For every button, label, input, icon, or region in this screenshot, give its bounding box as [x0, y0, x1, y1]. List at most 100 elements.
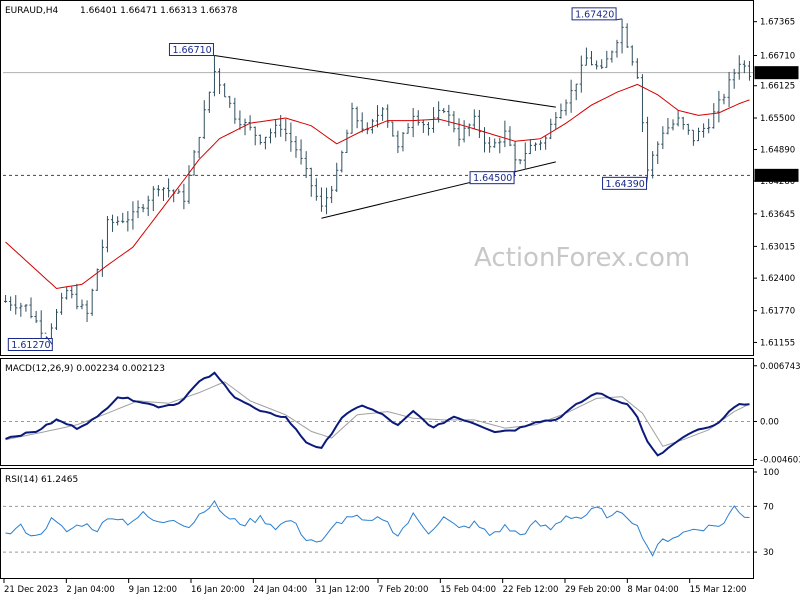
price-candle: [584, 47, 589, 66]
price-candle: [304, 151, 308, 178]
price-y-tick-label: 1.61155: [760, 338, 795, 348]
level-annotation-box: [571, 7, 617, 21]
price-candle: [640, 74, 645, 132]
price-candle: [712, 103, 716, 129]
price-y-tick-label: 1.64890: [760, 146, 795, 156]
price-candle: [518, 159, 522, 165]
price-candle: [508, 126, 512, 147]
price-candle: [442, 108, 446, 114]
x-axis-tick-label: 8 Mar 04:00: [627, 585, 678, 595]
support-level-tag-box: [754, 168, 799, 182]
price-candle: [136, 200, 140, 219]
price-y-tick-label: 1.66125: [760, 82, 795, 92]
price-candle: [243, 118, 247, 136]
price-candle: [263, 136, 268, 150]
level-annotation-leader: [615, 18, 623, 21]
price-candle: [223, 83, 227, 98]
price-candle: [105, 215, 110, 253]
price-candle: [701, 123, 706, 138]
price-candle: [487, 137, 492, 153]
price-candle: [416, 110, 420, 126]
price-candle: [528, 139, 532, 155]
price-candle: [391, 121, 395, 137]
price-candle: [85, 300, 89, 322]
price-candle: [182, 183, 186, 210]
price-candle: [156, 185, 161, 197]
price-candle: [472, 109, 476, 129]
price-candle: [615, 39, 619, 58]
level-annotation-label: 1.61270: [11, 340, 50, 351]
price-candle: [187, 165, 191, 204]
price-candle: [350, 102, 354, 134]
price-candle: [635, 58, 639, 79]
macd-title: MACD(12,26,9) 0.002234 0.002123: [5, 364, 165, 374]
rsi-y-tick-label: 70: [763, 502, 774, 512]
price-candle: [605, 50, 609, 68]
price-candle: [676, 110, 680, 127]
price-y-tick-label: 1.64280: [760, 177, 795, 187]
price-candle: [620, 18, 624, 54]
price-candle: [161, 187, 166, 202]
x-axis-tick-label: 24 Jan 04:00: [253, 585, 307, 595]
chart-header-symbol: EURAUD,H4: [5, 6, 58, 16]
price-candle: [661, 126, 665, 150]
level-annotation-label: 1.66710: [172, 45, 211, 56]
price-candle: [666, 118, 670, 135]
macd-y-tick-label: 0.006743: [760, 362, 800, 372]
price-layer: [3, 18, 753, 351]
price-candle: [533, 142, 538, 151]
price-candle: [238, 110, 242, 130]
price-candle: [59, 292, 64, 315]
price-candle: [401, 132, 405, 152]
rsi-layer: [3, 500, 753, 557]
price-candle: [686, 123, 690, 135]
macd-y-tick-label: 0.00: [760, 418, 779, 428]
price-candle: [202, 100, 206, 140]
price-candle: [538, 140, 543, 151]
triangle-lower-trendline: [321, 161, 556, 219]
macd-layer: [3, 371, 753, 457]
price-candle: [233, 97, 237, 124]
price-candle: [600, 59, 604, 69]
level-annotation-leader: [646, 175, 649, 184]
price-candle: [625, 23, 629, 48]
price-candle: [426, 122, 431, 136]
price-candle: [65, 286, 69, 300]
x-axis-tick-label: 21 Dec 2023: [4, 585, 58, 595]
price-candle: [431, 107, 436, 133]
level-annotation-leader: [513, 169, 516, 178]
triangle-upper-trendline: [214, 55, 556, 108]
price-candle: [141, 203, 145, 213]
price-candle: [421, 119, 425, 133]
price-candle: [146, 195, 150, 216]
price-candle: [166, 178, 171, 198]
rsi-title: RSI(14) 61.2465: [5, 475, 78, 485]
price-candle: [651, 151, 655, 179]
price-candle: [9, 296, 13, 311]
rsi-y-tick-label: 100: [763, 468, 779, 478]
price-candle: [95, 268, 99, 291]
price-y-tick-label: 1.62400: [760, 274, 795, 284]
price-candle: [386, 104, 390, 128]
price-candle: [340, 150, 344, 173]
price-candle: [452, 111, 456, 133]
price-candle: [151, 186, 155, 212]
x-axis-tick-label: 16 Jan 20:00: [191, 585, 245, 595]
price-candle: [19, 302, 23, 317]
level-annotation-label: 1.67420: [575, 9, 614, 20]
price-candle: [503, 120, 507, 148]
price-candle: [737, 55, 741, 80]
price-candle: [707, 118, 711, 134]
price-candle: [294, 135, 298, 158]
price-candle: [589, 50, 594, 66]
price-candle: [467, 123, 471, 137]
price-candle: [75, 283, 79, 310]
price-candle: [717, 90, 721, 123]
price-candle: [722, 93, 726, 105]
level-annotation-label: 1.64390: [606, 179, 645, 190]
price-candle: [110, 214, 115, 232]
price-candle: [121, 212, 125, 224]
support-level-tag: 1.64390: [758, 172, 793, 182]
price-candle: [253, 126, 257, 146]
